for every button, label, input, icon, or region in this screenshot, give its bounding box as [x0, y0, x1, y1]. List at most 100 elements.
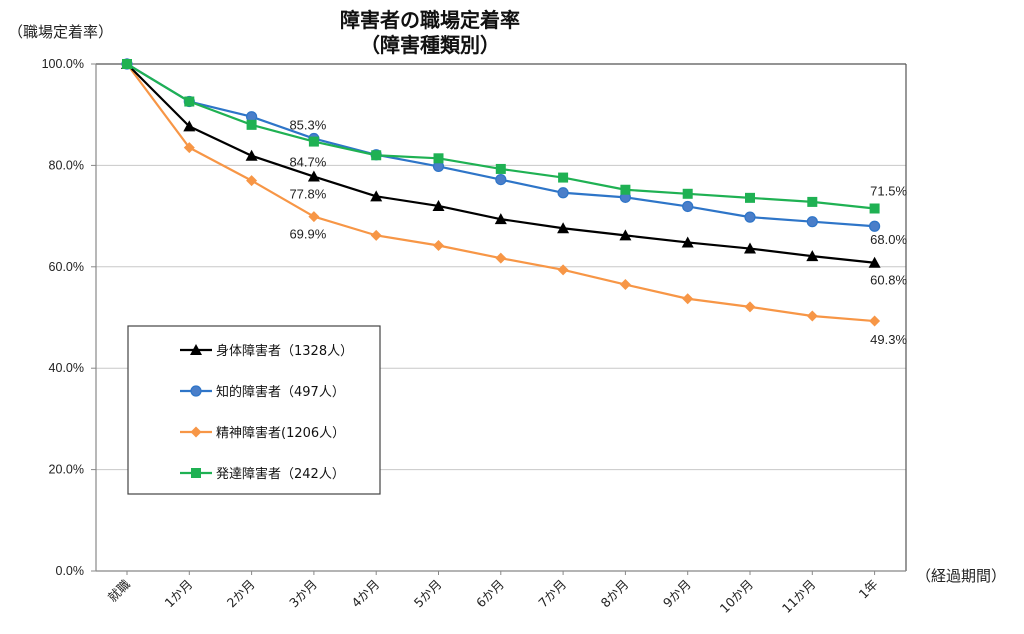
x-tick-label: 11か月 [779, 577, 819, 617]
series-square [122, 59, 880, 214]
legend-item: 知的障害者（497人） [180, 384, 345, 400]
data-point-diamond [495, 252, 507, 264]
data-point-diamond [619, 279, 631, 291]
x-tick-label: 3か月 [286, 577, 320, 611]
data-point-square [620, 184, 631, 195]
data-point-diamond [744, 301, 756, 313]
data-point-circle [744, 211, 756, 223]
axes [91, 63, 907, 575]
data-point-square [122, 59, 132, 69]
data-point-square [308, 136, 319, 147]
series-line [126, 63, 875, 264]
x-tick-label: 2か月 [224, 577, 258, 611]
data-point-triangle [183, 120, 196, 132]
data-point-square [869, 203, 880, 214]
legend-label: 発達障害者（242人） [216, 466, 345, 482]
series-circle [121, 58, 881, 232]
series-group [121, 58, 881, 327]
y-tick-label: 0.0% [56, 564, 85, 578]
legend-box [127, 325, 381, 495]
x-tick-labels: 就職 1か月 2か月 3か月 4か月 5か月 6か月 7か月 8か月 9か月 10か月 11か月 1年 [105, 576, 881, 616]
legend-marker-square [191, 468, 201, 478]
x-tick-label: 8か月 [598, 577, 632, 611]
data-point-square [745, 192, 755, 203]
legend-marker-triangle [190, 344, 202, 355]
legend-label: 精神障害者(1206人） [216, 425, 345, 441]
x-axis-label: （経過期間） [916, 567, 1006, 585]
data-label: 69.9% [289, 227, 326, 242]
data-point-circle [682, 200, 694, 213]
data-point-triangle [370, 190, 383, 202]
x-tick-label: 6か月 [473, 577, 507, 611]
series-diamond [121, 58, 881, 327]
x-tick-label: 1か月 [162, 577, 196, 611]
data-point-square [682, 188, 693, 199]
data-point-diamond [183, 142, 195, 154]
data-point-diamond [557, 264, 569, 276]
data-point-square [807, 196, 818, 207]
data-point-circle [806, 216, 818, 228]
data-point-triangle [494, 213, 507, 225]
data-point-triangle [681, 236, 694, 248]
series-triangle [121, 58, 881, 268]
data-point-diamond [370, 229, 382, 241]
data-point-diamond [308, 211, 320, 223]
series-line [126, 63, 875, 323]
data-point-diamond [433, 240, 444, 252]
data-labels: 85.3% 84.7% 77.8% 69.9% 71.5% 68.0% 60.8% 49.3% [289, 118, 907, 348]
legend: 身体障害者（1328人） 知的障害者（497人） 精神障害者(1206人） 発達障害者… [127, 325, 381, 495]
data-point-triangle [619, 229, 632, 241]
x-tick-label: 7か月 [535, 577, 569, 611]
data-point-square [184, 96, 195, 107]
data-point-triangle [868, 256, 881, 268]
legend-marker-circle [190, 385, 202, 397]
data-point-triangle [432, 199, 445, 211]
legend-item: 発達障害者（242人） [180, 466, 345, 482]
data-point-square [371, 150, 382, 161]
legend-item: 身体障害者（1328人） [180, 343, 353, 359]
data-point-triangle [806, 250, 819, 262]
data-label: 49.3% [870, 332, 907, 347]
data-point-diamond [682, 293, 694, 305]
x-tick-label: 4か月 [348, 577, 382, 611]
legend-item: 精神障害者(1206人） [180, 425, 345, 441]
data-point-circle [495, 173, 507, 186]
data-point-square [246, 119, 257, 130]
y-tick-label: 80.0% [49, 158, 84, 172]
data-label: 71.5% [870, 183, 907, 198]
data-point-triangle [245, 149, 258, 161]
data-point-square [495, 163, 506, 174]
x-tick-label: 10か月 [717, 577, 757, 617]
y-tick-labels: 0.0% 20.0% 40.0% 60.0% 80.0% 100.0% [42, 57, 84, 578]
legend-label: 身体障害者（1328人） [216, 343, 353, 359]
y-tick-label: 60.0% [49, 260, 84, 274]
data-point-diamond [246, 175, 258, 187]
data-label: 68.0% [870, 232, 907, 247]
data-point-triangle [744, 242, 756, 254]
data-point-circle [868, 220, 881, 232]
x-tick-label: 9か月 [660, 577, 694, 611]
data-point-square [558, 172, 569, 183]
data-point-diamond [869, 315, 881, 327]
data-point-diamond [806, 310, 818, 322]
x-tick-label: 就職 [105, 576, 134, 605]
y-tick-label: 20.0% [49, 463, 84, 477]
data-point-triangle [557, 222, 570, 234]
data-label: 85.3% [289, 118, 326, 133]
legend-marker-diamond [190, 426, 202, 438]
data-point-circle [557, 187, 569, 199]
chart-subtitle: （障害種類別） [360, 33, 500, 57]
x-tick-label: 5か月 [411, 577, 445, 611]
data-point-triangle [307, 170, 320, 182]
y-axis-label: （職場定着率） [8, 23, 113, 41]
y-tick-label: 100.0% [42, 57, 84, 71]
series-line [126, 63, 875, 210]
data-label: 77.8% [289, 187, 326, 202]
legend-label: 知的障害者（497人） [216, 384, 345, 400]
x-tick-label: 1年 [856, 577, 881, 602]
series-line [126, 63, 875, 228]
y-tick-label: 40.0% [49, 361, 84, 375]
data-label: 60.8% [870, 273, 907, 288]
chart-title: 障害者の職場定着率 [340, 8, 520, 32]
